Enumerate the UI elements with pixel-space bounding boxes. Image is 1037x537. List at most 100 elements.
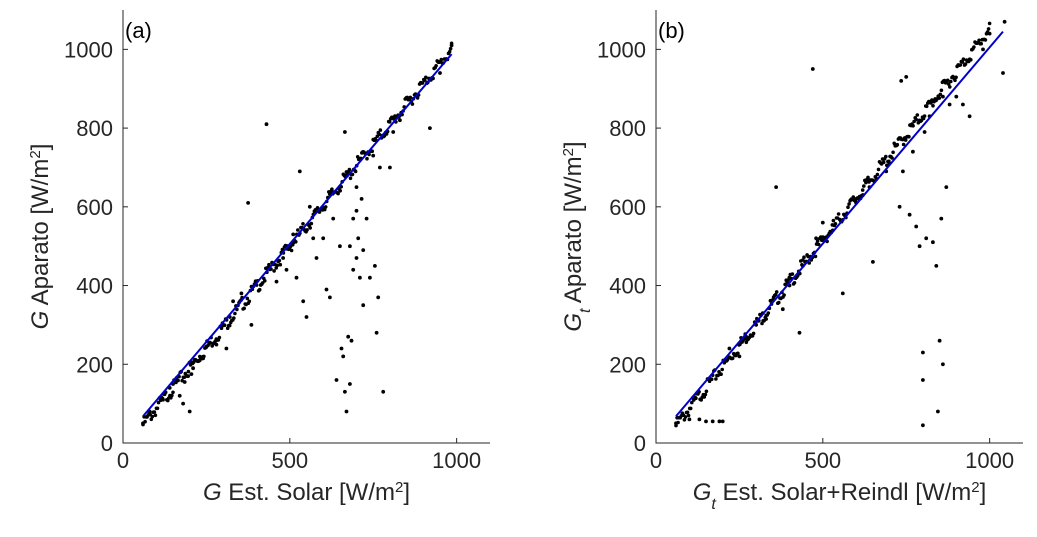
data-point xyxy=(901,142,906,147)
data-point xyxy=(231,299,236,304)
data-point xyxy=(155,406,160,411)
data-point xyxy=(690,400,694,405)
data-point xyxy=(341,354,346,359)
data-point xyxy=(924,236,929,241)
data-point xyxy=(961,102,965,107)
data-point xyxy=(939,216,944,221)
data-point xyxy=(1001,71,1005,75)
data-point xyxy=(328,295,332,300)
data-point xyxy=(365,156,369,161)
data-point xyxy=(760,321,764,326)
data-point xyxy=(766,311,771,315)
data-point xyxy=(207,340,212,345)
data-point xyxy=(191,366,196,371)
data-point xyxy=(694,396,698,401)
data-point xyxy=(182,380,187,384)
x-tick-label: 0 xyxy=(117,448,129,473)
data-point xyxy=(370,149,375,153)
data-point xyxy=(911,149,915,154)
data-point xyxy=(987,21,992,26)
data-point xyxy=(901,169,905,174)
data-point xyxy=(847,202,851,206)
y-tick-label: 1000 xyxy=(597,37,646,62)
data-point xyxy=(986,27,991,31)
data-point xyxy=(368,275,372,280)
data-point xyxy=(846,205,850,209)
data-point xyxy=(851,195,856,199)
data-point xyxy=(730,356,735,361)
data-point xyxy=(353,169,358,174)
data-point xyxy=(308,226,313,230)
data-point xyxy=(423,78,427,82)
data-point xyxy=(831,218,836,223)
data-point xyxy=(969,58,973,62)
data-point xyxy=(949,79,953,84)
data-point xyxy=(186,369,191,374)
data-point xyxy=(981,47,985,52)
data-point xyxy=(764,317,768,321)
data-point xyxy=(289,248,294,253)
data-point xyxy=(977,38,981,43)
data-point xyxy=(447,50,452,54)
data-point xyxy=(948,85,952,89)
panel-b: 0 500 1000 0 200 400 600 800 1000 (b) Gt Est. S… xyxy=(560,10,1023,513)
data-point xyxy=(937,96,942,100)
data-point xyxy=(709,377,714,382)
data-point xyxy=(339,346,344,351)
data-point xyxy=(727,346,732,351)
x-tick-label: 500 xyxy=(271,448,308,473)
data-point xyxy=(914,117,918,122)
data-point xyxy=(802,255,806,259)
data-point xyxy=(688,406,693,411)
data-point xyxy=(378,165,382,170)
data-point xyxy=(398,118,402,123)
data-point xyxy=(415,96,420,100)
data-point xyxy=(311,236,316,241)
data-point xyxy=(945,78,950,83)
data-point xyxy=(152,410,157,414)
data-point xyxy=(840,291,845,296)
data-point xyxy=(274,279,279,284)
data-point xyxy=(972,45,976,49)
data-point xyxy=(356,236,361,241)
data-point xyxy=(381,389,386,394)
data-point xyxy=(351,267,356,272)
data-point xyxy=(871,260,875,264)
data-point xyxy=(227,323,232,328)
data-point xyxy=(717,419,722,424)
data-point xyxy=(897,204,902,209)
y-tick-label: 200 xyxy=(609,352,646,377)
data-point xyxy=(938,92,943,97)
data-point xyxy=(348,244,352,249)
data-point xyxy=(736,351,740,356)
x-tick-label: 1000 xyxy=(432,448,481,473)
data-point xyxy=(428,126,432,130)
data-point xyxy=(204,344,209,349)
data-point xyxy=(284,267,289,272)
data-point xyxy=(267,262,271,267)
data-point xyxy=(361,248,366,253)
data-point xyxy=(304,315,309,319)
data-point xyxy=(895,142,900,147)
data-point xyxy=(936,409,940,414)
data-point xyxy=(354,256,359,260)
data-point xyxy=(245,296,250,301)
data-point xyxy=(439,57,444,62)
data-point xyxy=(704,419,708,424)
data-point xyxy=(899,79,904,83)
data-point xyxy=(354,185,359,190)
x-tick-label: 0 xyxy=(650,448,662,473)
data-point xyxy=(330,187,334,191)
data-point xyxy=(187,409,192,414)
x-ticks: 0 500 1000 xyxy=(117,438,481,473)
data-point xyxy=(177,393,182,398)
data-point xyxy=(931,240,935,245)
data-point xyxy=(272,269,276,273)
data-point xyxy=(149,417,154,422)
data-point xyxy=(820,220,825,225)
data-point xyxy=(782,293,786,297)
panel-label: (a) xyxy=(125,18,152,43)
data-point xyxy=(946,82,951,86)
data-point xyxy=(219,326,224,331)
data-point xyxy=(376,295,381,300)
